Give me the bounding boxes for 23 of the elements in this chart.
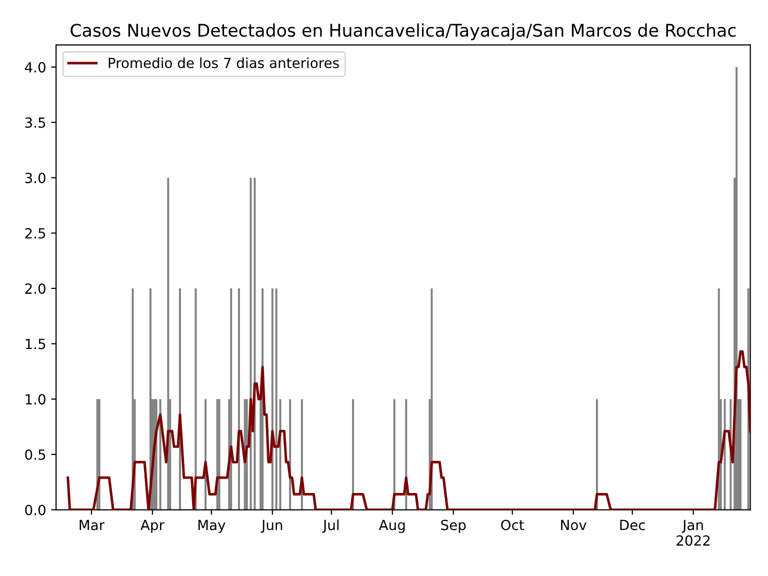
x-tick-label: Jan 2022 [676, 520, 710, 546]
x-tick-label: Dec [620, 520, 645, 530]
x-tick-label: Aug [378, 520, 405, 533]
chart-title: Casos Nuevos Detectados en Huancavelica/Tayacaja/San Marcos de Rocchac [70, 23, 736, 40]
line-series [66, 350, 750, 510]
x-tick-label: Apr [140, 520, 164, 533]
x-tick-label: Oct [501, 520, 524, 530]
y-tick-label: 1.5 [26, 338, 46, 350]
y-tick-label: 0.5 [25, 449, 46, 460]
y-tick-label: 0.0 [25, 504, 46, 516]
x-tick-label: Sep [441, 520, 466, 533]
y-tick-label: 2.0 [25, 283, 46, 294]
x-tick-label: Jun [260, 520, 282, 533]
x-tick-label: Mar [80, 520, 105, 530]
legend-label: Promedio de los 7 dias anteriores [108, 57, 339, 68]
y-tick-label: 3.0 [25, 172, 46, 184]
y-tick-label: 3.5 [25, 117, 46, 128]
x-tick-label: May [198, 520, 226, 533]
y-tick-label: 2.5 [25, 228, 46, 239]
y-tick-label: 1.0 [26, 394, 46, 405]
y-tick-label: 4.0 [24, 62, 46, 73]
x-tick-label: Nov [561, 520, 586, 530]
x-tick-label: Jul [322, 519, 338, 533]
